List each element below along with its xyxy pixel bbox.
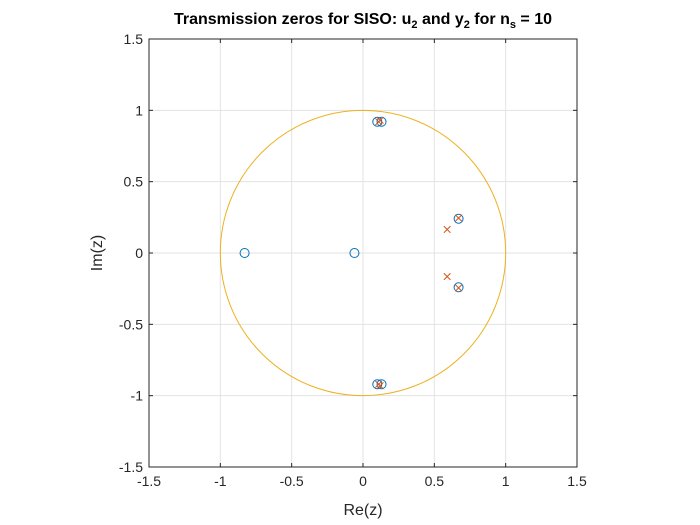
x-tick-label: -0.5 [280,473,304,489]
title-part: for n [470,11,510,28]
zero-marker [349,248,360,258]
ticks-layer: -1.5 -1 -0.5 0 0.5 1 1.5 -1.5 -1 -0.5 0 0.5 1 1.5 [119,31,587,489]
x-tick-label: 1.5 [567,473,587,489]
pole-marker [376,116,384,124]
x-tick-label: 0 [359,473,367,489]
pole-marker [454,284,463,292]
pole-marker-stroke [443,272,451,281]
pole-marker [443,272,451,281]
pole-marker-stroke [376,116,384,124]
zero-marker [239,248,250,258]
y-tick-label: -0.5 [119,316,143,332]
chart-title: Transmission zeros for SISO: u2 and y2 f… [174,11,552,31]
zero-marker [376,116,387,127]
title-part: 2 [464,19,470,31]
pole-marker [443,225,451,234]
pole-marker-stroke [454,214,463,222]
title-part: = 10 [516,11,552,28]
y-tick-label: 1 [135,102,143,118]
x-tick-label: 0.5 [425,473,445,489]
y-tick-label: -1 [131,388,144,404]
y-tick-label: 0.5 [124,174,144,190]
unit-circle [219,109,507,397]
x-axis-label: Re(z) [343,502,382,519]
zero-marker [376,379,387,390]
zero-marker [453,213,464,224]
pole-marker-stroke [376,382,384,390]
pole-marker-stroke [443,225,451,234]
title-part: and y [418,11,464,28]
x-tick-label: -1.5 [137,473,161,489]
unit-circle-layer [219,109,507,397]
pole-marker [376,382,384,390]
title-part: Transmission zeros for SISO: u [174,11,411,28]
y-tick-label: 1.5 [124,31,144,47]
title-part: 2 [411,19,417,31]
zero-marker [453,282,464,293]
y-tick-label: 0 [135,245,143,261]
pole-marker [454,214,463,222]
title-part: s [510,19,516,31]
x-tick-label: 1 [502,473,510,489]
y-axis-label: Im(z) [89,235,106,271]
x-tick-label: -1 [214,473,227,489]
y-tick-label: -1.5 [119,459,143,475]
marks-layer [239,116,464,390]
pole-marker-stroke [454,284,463,292]
